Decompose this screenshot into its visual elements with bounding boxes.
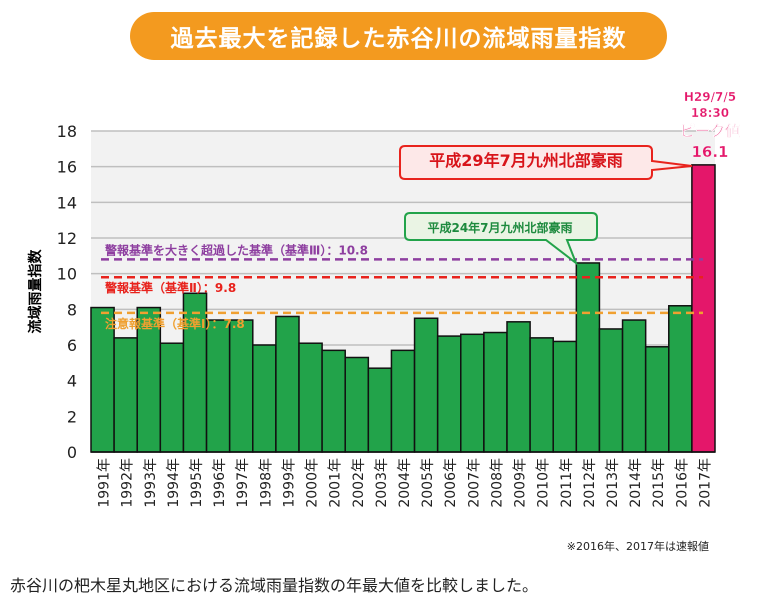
x-tick-label: 1999年 <box>281 458 297 508</box>
y-tick-label: 6 <box>67 336 77 355</box>
x-tick-label: 1994年 <box>166 458 182 508</box>
y-tick-label: 4 <box>67 372 77 391</box>
bar <box>413 317 439 453</box>
x-tick-label: 1998年 <box>258 458 274 508</box>
x-tick-label: 2004年 <box>397 458 413 508</box>
x-tick-label: 2015年 <box>651 458 667 508</box>
x-tick-label: 2011年 <box>559 458 575 508</box>
bar <box>575 262 601 453</box>
callout-2012-box <box>404 212 598 266</box>
peak-annotation: 16.1 <box>691 143 728 161</box>
y-tick-label: 0 <box>67 443 77 462</box>
x-tick-label: 1991年 <box>97 458 113 508</box>
x-tick-label: 2014年 <box>628 458 644 508</box>
bar <box>668 305 693 453</box>
x-tick-label: 2017年 <box>697 458 713 508</box>
bar <box>483 331 508 453</box>
x-tick-label: 2013年 <box>605 458 621 508</box>
callout-2017-box <box>399 145 693 180</box>
footnote: ※2016年、2017年は速報値 <box>566 540 709 553</box>
bar <box>228 319 254 453</box>
x-tick-label: 1993年 <box>143 458 159 508</box>
y-tick-label: 8 <box>67 300 77 319</box>
bar <box>321 349 346 453</box>
bar <box>644 346 670 453</box>
x-tick-label: 2016年 <box>674 458 690 508</box>
bar <box>552 340 578 453</box>
bar <box>691 164 716 453</box>
x-tick-label: 1996年 <box>212 458 228 508</box>
bar <box>390 349 416 453</box>
bar <box>159 342 185 453</box>
threshold-label: 警報基準（基準Ⅱ）：9.8 <box>104 280 236 295</box>
x-tick-label: 2008年 <box>489 458 505 508</box>
bar <box>298 342 323 453</box>
y-tick-label: 16 <box>57 158 77 177</box>
peak-annotation: ピーク値 <box>680 122 740 140</box>
x-tick-label: 2003年 <box>374 458 390 508</box>
x-tick-label: 2010年 <box>536 458 552 508</box>
bar <box>621 319 647 453</box>
x-tick-label: 1995年 <box>189 458 205 508</box>
bar <box>275 315 300 453</box>
x-tick-label: 2001年 <box>328 458 344 508</box>
x-tick-label: 2005年 <box>420 458 436 508</box>
x-tick-label: 2000年 <box>305 458 321 508</box>
chart-title: 過去最大を記録した赤谷川の流域雨量指数 <box>130 12 667 60</box>
y-tick-label: 2 <box>67 407 77 426</box>
bar <box>598 328 624 453</box>
x-tick-label: 1992年 <box>120 458 136 508</box>
x-tick-label: 2012年 <box>582 458 598 508</box>
y-tick-label: 10 <box>57 265 77 284</box>
bar <box>529 337 554 453</box>
y-tick-label: 12 <box>57 229 77 248</box>
x-tick-label: 1997年 <box>235 458 251 508</box>
callout-2017-text: 平成29年7月九州北部豪雨 <box>429 151 622 170</box>
x-tick-label: 2007年 <box>466 458 482 508</box>
bar <box>205 319 231 453</box>
threshold-label: 注意報基準（基準Ⅰ）：7.8 <box>105 316 245 331</box>
x-tick-label: 2009年 <box>513 458 529 508</box>
caption: 赤谷川の杷木星丸地区における流域雨量指数の年最大値を比較しました。 <box>10 576 539 595</box>
bar <box>252 344 277 453</box>
x-tick-label: 2006年 <box>443 458 459 508</box>
bar <box>344 356 370 453</box>
y-tick-label: 14 <box>57 193 77 212</box>
peak-annotation: 18:30 <box>691 106 729 120</box>
threshold-label: 警報基準を大きく超過した基準（基準Ⅲ）：10.8 <box>104 242 368 257</box>
bar <box>436 335 462 453</box>
x-tick-label: 2002年 <box>351 458 367 508</box>
callout-2012-text: 平成24年7月九州北部豪雨 <box>427 220 572 235</box>
y-tick-label: 18 <box>57 122 77 141</box>
peak-annotation: H29/7/5 <box>684 90 736 104</box>
bar <box>367 367 393 453</box>
bar <box>113 337 138 453</box>
bar <box>460 333 485 453</box>
bar <box>506 321 531 453</box>
y-axis-label: 流域雨量指数 <box>27 249 44 334</box>
